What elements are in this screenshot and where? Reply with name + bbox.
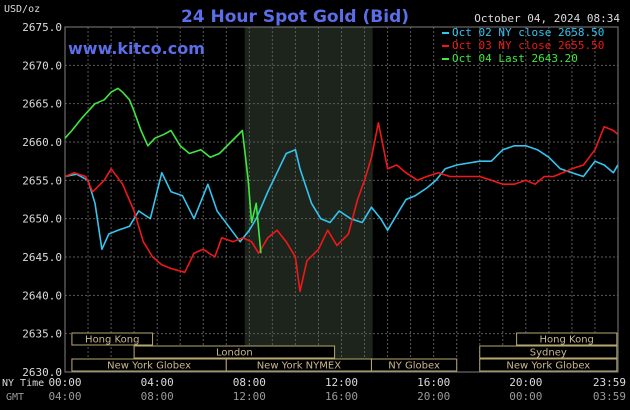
y-tick-label: 2630.0 (22, 366, 62, 379)
x-tick-label-gmt: 12:00 (233, 390, 266, 403)
y-tick-label: 2655.0 (22, 174, 62, 187)
unit-label: USD/oz (4, 4, 40, 15)
plot-frame (64, 26, 619, 373)
legend-entry: Oct 03 NY close 2655.50 (452, 39, 604, 52)
grid-lines (64, 26, 619, 373)
x-tick-label-ny: 04:00 (141, 376, 174, 389)
legend-entry: Oct 04 Last 2643.20 (452, 52, 578, 65)
y-tick-label: 2675.0 (22, 21, 62, 34)
y-tick-labels: 2675.0 2670.0 2665.0 2660.0 2655.0 2650.0 2645… (22, 21, 62, 379)
session-label: NY Globex (388, 361, 440, 372)
session-label: Sydney (530, 348, 567, 359)
y-tick-label: 2665.0 (22, 98, 62, 111)
series-line (64, 122, 619, 293)
x-tick-label-ny: 23:59 (593, 376, 626, 389)
highlight-band (244, 27, 373, 372)
y-tick-label: 2650.0 (22, 213, 62, 226)
session-label: New York Globex (506, 361, 590, 372)
x-tick-labels: 00:00 04:00 08:00 12:00 16:00 20:00 23:5904:00… (48, 376, 626, 403)
x-tick-label-ny: 08:00 (233, 376, 266, 389)
y-tick-label: 2640.0 (22, 289, 62, 302)
session-label: Hong Kong (540, 335, 594, 346)
x-tick-label-ny: 00:00 (48, 376, 81, 389)
session-box (479, 345, 618, 359)
chart-date: October 04, 2024 08:34 (474, 12, 620, 25)
session-box (479, 358, 618, 372)
series-lines (64, 87, 619, 293)
x-axis-label-ny: NY Time (2, 378, 44, 389)
x-tick-label-gmt: 08:00 (141, 390, 174, 403)
x-axis-label-gmt: GMT (6, 392, 24, 403)
x-tick-label-gmt: 20:00 (417, 390, 450, 403)
y-tick-label: 2645.0 (22, 251, 62, 264)
y-tick-label: 2635.0 (22, 328, 62, 341)
x-tick-label-ny: 20:00 (509, 376, 542, 389)
x-tick-label-ny: 12:00 (325, 376, 358, 389)
x-tick-label-gmt: 00:00 (509, 390, 542, 403)
x-tick-label-gmt: 03:59 (593, 390, 626, 403)
session-box (370, 358, 458, 372)
session-box (71, 332, 154, 346)
session-box (516, 332, 618, 346)
legend-entry: Oct 02 NY close 2658.50 (452, 26, 604, 39)
x-tick-label-gmt: 16:00 (325, 390, 358, 403)
session-label: New York NYMEX (257, 361, 342, 372)
session-label: London (216, 348, 253, 359)
market-sessions: Hong Kong Hong Kong London Sydney New York G… (71, 332, 618, 372)
session-label: New York Globex (107, 361, 191, 372)
series-line (64, 145, 619, 251)
y-tick-label: 2670.0 (22, 59, 62, 72)
session-label: Hong Kong (85, 335, 139, 346)
ny-session-highlight (244, 27, 373, 372)
x-tick-label-gmt: 04:00 (48, 390, 81, 403)
watermark-link[interactable]: www.kitco.com (68, 39, 205, 58)
y-tick-label: 2660.0 (22, 136, 62, 149)
x-tick-label-ny: 16:00 (417, 376, 450, 389)
session-box (133, 345, 336, 359)
chart-title: 24 Hour Spot Gold (Bid) (181, 7, 409, 27)
series-line (64, 87, 262, 254)
